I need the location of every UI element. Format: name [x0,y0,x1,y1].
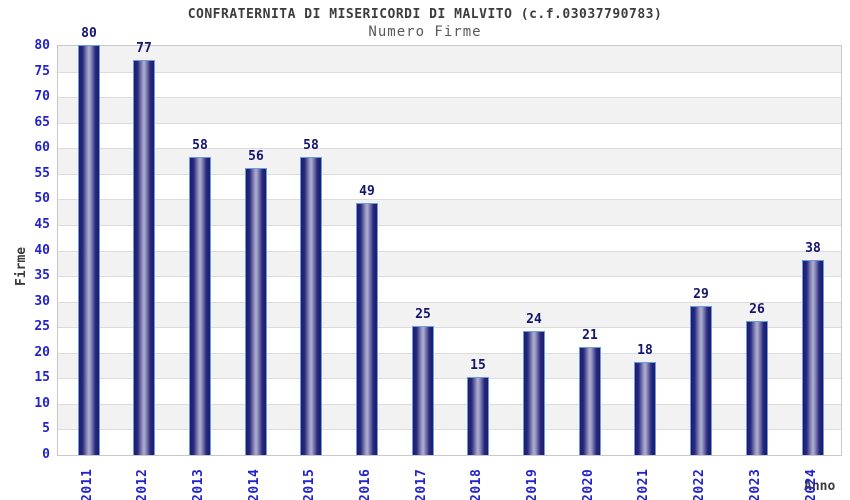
y-tick-label: 35 [34,268,50,283]
x-tick-label: 2019 [525,468,540,500]
gridline [58,378,841,379]
x-tick-label: 2011 [80,468,95,500]
x-tick-label: 2014 [247,468,262,500]
gridline [58,225,841,226]
x-tick-label: 2022 [692,468,707,500]
x-tick-label: 2012 [135,468,150,500]
chart-subtitle: Numero Firme [368,24,482,40]
gridline [58,199,841,200]
bar-2021 [634,362,656,455]
y-tick-label: 20 [34,345,50,360]
gridline [58,429,841,430]
x-tick-label: 2020 [581,468,596,500]
bar-value-label: 29 [693,287,709,302]
x-tick-label: 2024 [804,468,819,500]
bar-2011 [78,45,100,455]
bar-value-label: 18 [637,343,653,358]
gridline [58,174,841,175]
y-tick-label: 50 [34,191,50,206]
bar-2016 [356,203,378,455]
x-tick-label: 2023 [748,468,763,500]
bar-value-label: 77 [136,41,152,56]
plot-band [58,199,841,225]
bar-2020 [579,347,601,455]
gridline [58,276,841,277]
bar-2018 [467,377,489,455]
plot-band [58,224,841,251]
plot-band [58,122,841,149]
gridline [58,327,841,328]
y-tick-label: 60 [34,140,50,155]
bar-2019 [523,331,545,455]
bar-value-label: 25 [415,307,431,322]
plot-band [58,148,841,174]
gridline [58,148,841,149]
y-tick-label: 25 [34,319,50,334]
gridline [58,404,841,405]
y-tick-label: 0 [42,447,50,462]
x-axis-title: Anno [804,479,836,494]
bar-2012 [133,60,155,455]
plot-band [58,429,841,455]
plot-band [58,250,841,277]
plot-band [58,327,841,353]
y-tick-label: 15 [34,370,50,385]
gridline [58,72,841,73]
plot-band [58,378,841,404]
gridline [58,123,841,124]
bar-2014 [245,168,267,455]
y-tick-label: 55 [34,166,50,181]
x-tick-label: 2017 [414,468,429,500]
gridline [58,251,841,252]
plot-band [58,46,841,72]
plot-band [58,352,841,379]
bar-value-label: 58 [192,138,208,153]
y-tick-label: 10 [34,396,50,411]
bar-value-label: 24 [526,312,542,327]
y-tick-label: 5 [42,421,50,436]
bar-value-label: 56 [248,149,264,164]
y-tick-label: 70 [34,89,50,104]
plot-band [58,301,841,328]
bar-2022 [690,306,712,455]
bar-2023 [746,321,768,455]
x-tick-label: 2016 [358,468,373,500]
y-tick-label: 65 [34,115,50,130]
plot-area [57,45,842,456]
bar-2013 [189,157,211,455]
x-tick-label: 2013 [191,468,206,500]
bar-2015 [300,157,322,455]
bar-value-label: 58 [303,138,319,153]
y-tick-label: 75 [34,64,50,79]
bar-value-label: 49 [359,184,375,199]
y-tick-label: 30 [34,294,50,309]
plot-band [58,173,841,200]
plot-band [58,71,841,98]
gridline [58,97,841,98]
plot-band [58,97,841,123]
bar-value-label: 80 [81,26,97,41]
chart-title: CONFRATERNITA DI MISERICORDI DI MALVITO … [187,7,663,22]
bar-2017 [412,326,434,455]
x-tick-label: 2018 [469,468,484,500]
bar-value-label: 21 [582,328,598,343]
bar-2024 [802,260,824,455]
bar-value-label: 38 [805,241,821,256]
plot-band [58,276,841,302]
y-tick-label: 80 [34,38,50,53]
y-tick-label: 45 [34,217,50,232]
plot-band [58,403,841,430]
bar-value-label: 26 [749,302,765,317]
x-tick-label: 2015 [302,468,317,500]
y-tick-label: 40 [34,243,50,258]
gridline [58,302,841,303]
x-tick-label: 2021 [636,468,651,500]
bar-value-label: 15 [470,358,486,373]
gridline [58,353,841,354]
